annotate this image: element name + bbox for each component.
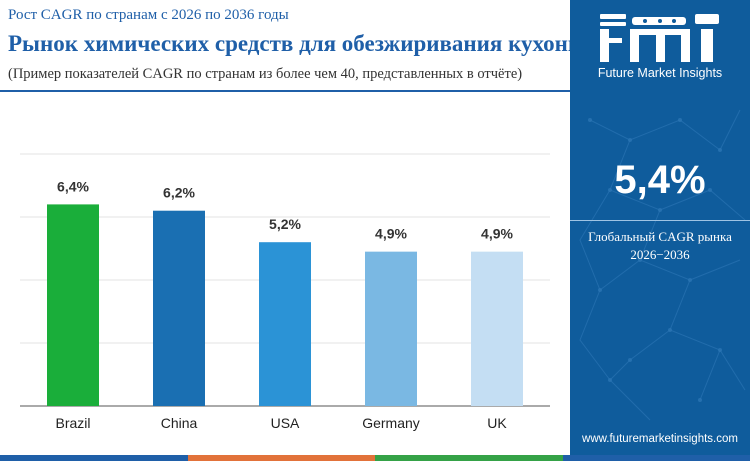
strip-segment bbox=[187, 455, 375, 461]
category-label-germany: Germany bbox=[362, 415, 420, 431]
value-label-china: 6,2% bbox=[163, 185, 195, 201]
value-label-usa: 5,2% bbox=[269, 216, 301, 232]
strip-segment bbox=[562, 455, 750, 461]
category-label-brazil: Brazil bbox=[55, 415, 90, 431]
value-label-brazil: 6,4% bbox=[57, 178, 89, 194]
category-label-usa: USA bbox=[271, 415, 300, 431]
chart-category-labels: Brazil China USA Germany UK bbox=[55, 415, 507, 431]
bar-brazil bbox=[47, 204, 99, 406]
global-cagr-label-line2: 2026−2036 bbox=[630, 247, 690, 262]
global-cagr-value: 5,4% bbox=[614, 158, 706, 202]
value-label-germany: 4,9% bbox=[375, 226, 407, 242]
value-label-uk: 4,9% bbox=[481, 226, 513, 242]
bar-uk bbox=[471, 251, 523, 406]
bar-chart: 6,4% 6,2% 5,2% 4,9% 4,9% Brazil China USA Germa… bbox=[20, 153, 550, 431]
bar-germany bbox=[365, 251, 417, 406]
chart-header: Рост CAGR по странам с 2026 по 2036 годы… bbox=[0, 0, 580, 90]
fmi-logo bbox=[600, 14, 719, 62]
bar-usa bbox=[259, 242, 311, 406]
strip-segment bbox=[375, 455, 563, 461]
category-label-uk: UK bbox=[487, 415, 507, 431]
global-cagr-label: Глобальный CAGR рынка 2026−2036 bbox=[570, 228, 750, 264]
sidebar-panel: Future Market Insights 5,4% Глобальный C… bbox=[570, 0, 750, 455]
chart-subtitle: Рост CAGR по странам с 2026 по 2036 годы bbox=[8, 7, 289, 23]
strip-segment bbox=[0, 455, 188, 461]
chart-note: (Пример показателей CAGR по странам из б… bbox=[8, 66, 523, 82]
global-cagr-label-line1: Глобальный CAGR рынка bbox=[588, 229, 732, 244]
header-divider bbox=[0, 90, 570, 92]
bottom-color-strip bbox=[0, 455, 750, 461]
chart-bars bbox=[47, 204, 523, 406]
brand-name: Future Market Insights bbox=[597, 66, 723, 80]
website-link[interactable]: www.futuremarketinsights.com bbox=[582, 433, 738, 445]
category-label-china: China bbox=[161, 415, 198, 431]
chart-title: Рынок химических средств для обезжириван… bbox=[8, 31, 581, 56]
chart-value-labels: 6,4% 6,2% 5,2% 4,9% 4,9% bbox=[57, 178, 513, 241]
sidebar-pattern bbox=[579, 109, 746, 421]
global-cagr-divider bbox=[570, 220, 750, 221]
bar-china bbox=[153, 210, 205, 406]
